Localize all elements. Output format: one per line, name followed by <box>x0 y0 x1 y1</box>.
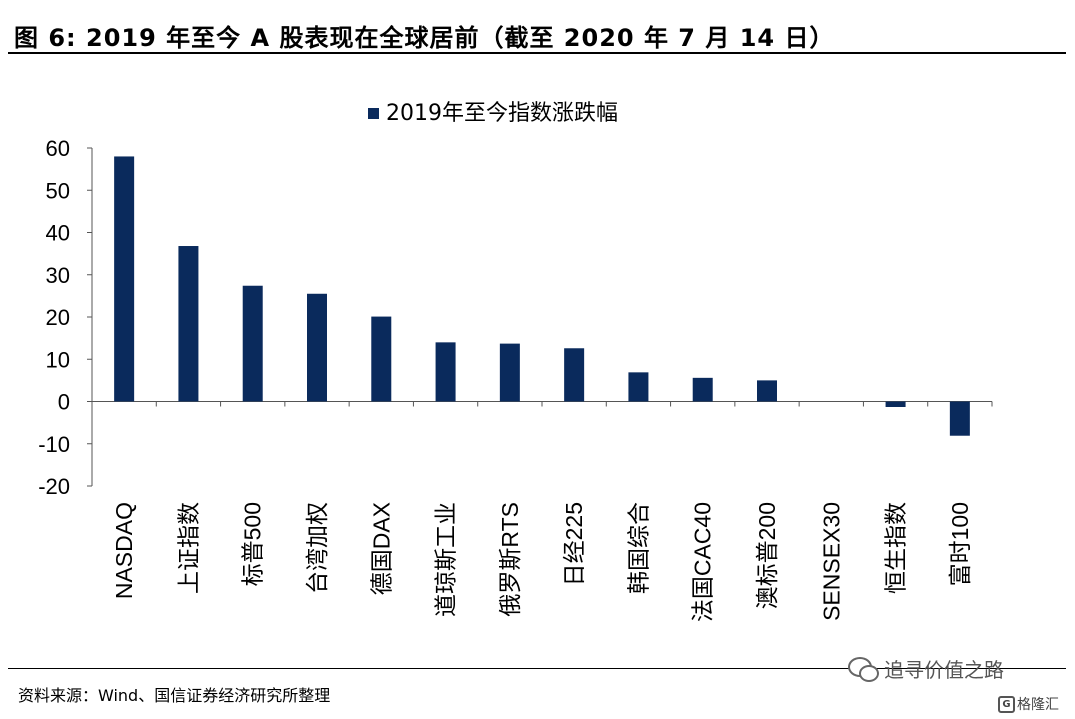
bar <box>307 293 327 402</box>
chart-legend: 2019年至今指数涨跌幅 <box>368 101 618 126</box>
source-note: 资料来源：Wind、国信证券经济研究所整理 <box>18 686 331 705</box>
category-label: 上证指数 <box>175 502 201 594</box>
bar <box>114 156 135 402</box>
bar <box>242 285 263 402</box>
category-label: 日经225 <box>561 502 587 586</box>
figure-title-bar: 图 6: 2019 年至今 A 股表现在全球居前（截至 2020 年 7 月 1… <box>14 10 1064 60</box>
category-label: SENSEX30 <box>818 502 844 621</box>
legend-label: 2019年至今指数涨跌幅 <box>386 101 618 126</box>
bar <box>435 342 456 402</box>
category-label: 道琼斯工业 <box>433 502 459 617</box>
category-label: NASDAQ <box>111 502 137 599</box>
chart-axes: 60 50 40 30 20 10 0 -10 -20 <box>38 136 993 499</box>
category-label: 俄罗斯RTS <box>497 502 523 617</box>
y-tick-label: 50 <box>46 178 70 203</box>
bar <box>564 348 585 402</box>
category-label: 富时100 <box>947 502 973 586</box>
footer-rule <box>8 668 1066 669</box>
bar-chart: 2019年至今指数涨跌幅 60 50 40 30 20 10 0 -10 -20 NASDAQ 上… <box>38 101 993 622</box>
chart-bars <box>114 156 970 436</box>
wechat-icon <box>848 656 879 682</box>
bar <box>628 372 649 402</box>
chart-labels: NASDAQ 上证指数 标普500 台湾加权 德国DAX 道琼斯工业 俄罗斯RTS 日经225… <box>111 502 973 622</box>
title-rule <box>8 52 1066 54</box>
y-tick-label: -10 <box>38 432 70 457</box>
category-label: 法国CAC40 <box>690 502 716 622</box>
bar <box>499 343 520 402</box>
brand-text: 格隆汇 <box>1017 697 1059 713</box>
y-tick-label: 0 <box>58 390 70 415</box>
category-label: 德国DAX <box>368 502 394 595</box>
y-tick-label: 40 <box>46 221 70 246</box>
category-label: 台湾加权 <box>304 502 330 594</box>
bar <box>757 380 777 402</box>
bar <box>178 246 199 402</box>
y-tick-label: 20 <box>46 305 70 330</box>
y-tick-label: 30 <box>46 263 70 288</box>
brand-logo-icon: G <box>998 695 1015 713</box>
wechat-watermark: 追寻价值之路 <box>848 654 1004 683</box>
category-label: 标普500 <box>240 502 266 586</box>
category-label: 韩国综合 <box>625 502 651 594</box>
legend-swatch <box>368 108 379 119</box>
y-tick-label: 60 <box>46 136 70 161</box>
figure-title: 图 6: 2019 年至今 A 股表现在全球居前（截至 2020 年 7 月 1… <box>14 24 835 52</box>
brand-mark: G 格隆汇 <box>998 694 1059 714</box>
bar <box>949 401 970 436</box>
category-label: 澳标普200 <box>754 502 780 609</box>
y-tick-label: -20 <box>38 474 70 499</box>
bar <box>371 316 392 402</box>
bar <box>692 377 713 402</box>
watermark-text: 追寻价值之路 <box>884 658 1004 682</box>
y-tick-label: 10 <box>46 347 70 372</box>
category-label: 恒生指数 <box>883 502 909 594</box>
bar <box>885 401 906 407</box>
